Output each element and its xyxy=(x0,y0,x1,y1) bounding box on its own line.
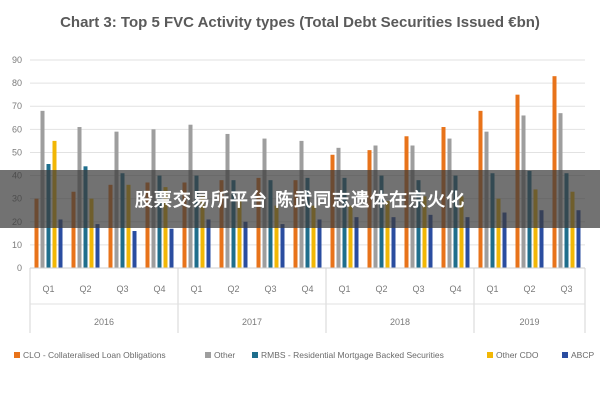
bar-3-10 xyxy=(422,196,427,268)
bar-3-1 xyxy=(89,198,94,268)
bar-3-5 xyxy=(237,200,242,268)
legend-label: CLO - Collateralised Loan Obligations xyxy=(23,350,166,360)
y-tick-label: 80 xyxy=(12,78,22,88)
x-tick-label: Q1 xyxy=(42,284,54,294)
bar-4-11 xyxy=(465,217,470,268)
x-tick-label: Q1 xyxy=(486,284,498,294)
legend-swatch xyxy=(487,352,493,358)
bar-4-6 xyxy=(280,224,285,268)
bar-3-13 xyxy=(533,189,538,268)
x-tick-label: Q2 xyxy=(523,284,535,294)
legend-swatch xyxy=(252,352,258,358)
x-tick-label: Q2 xyxy=(79,284,91,294)
bar-4-12 xyxy=(502,212,507,268)
year-label: 2019 xyxy=(519,317,539,327)
bar-0-0 xyxy=(34,198,39,268)
bar-3-7 xyxy=(311,205,316,268)
legend-label: ABCP xyxy=(571,350,594,360)
bar-3-8 xyxy=(348,205,353,268)
bar-4-13 xyxy=(539,210,544,268)
legend-label: RMBS - Residential Mortgage Backed Secur… xyxy=(261,350,444,360)
x-tick-label: Q4 xyxy=(153,284,165,294)
x-tick-label: Q1 xyxy=(338,284,350,294)
bar-0-1 xyxy=(71,191,76,268)
x-tick-label: Q2 xyxy=(227,284,239,294)
bar-4-14 xyxy=(576,210,581,268)
bar-3-4 xyxy=(200,196,205,268)
x-tick-label: Q4 xyxy=(449,284,461,294)
y-tick-label: 70 xyxy=(12,101,22,111)
bar-4-1 xyxy=(95,224,100,268)
overlay-text: 股票交易所平台 陈武同志遗体在京火化 xyxy=(134,190,466,211)
y-tick-label: 0 xyxy=(17,263,22,273)
x-tick-label: Q4 xyxy=(301,284,313,294)
bar-4-5 xyxy=(243,221,248,268)
bar-3-6 xyxy=(274,205,279,268)
year-label: 2018 xyxy=(390,317,410,327)
x-tick-label: Q3 xyxy=(264,284,276,294)
legend-label: Other CDO xyxy=(496,350,539,360)
bar-3-9 xyxy=(385,200,390,268)
bar-4-10 xyxy=(428,214,433,268)
x-tick-label: Q3 xyxy=(412,284,424,294)
y-tick-label: 60 xyxy=(12,124,22,134)
x-tick-label: Q3 xyxy=(560,284,572,294)
bar-4-2 xyxy=(132,231,137,268)
bar-4-4 xyxy=(206,219,211,268)
y-tick-label: 90 xyxy=(12,55,22,65)
year-label: 2017 xyxy=(242,317,262,327)
legend-swatch xyxy=(14,352,20,358)
y-tick-label: 50 xyxy=(12,147,22,157)
bar-4-9 xyxy=(391,217,396,268)
legend-label: Other xyxy=(214,350,235,360)
bar-3-11 xyxy=(459,196,464,268)
legend-layer: CLO - Collateralised Loan Obligations Oth… xyxy=(14,350,594,360)
x-tick-label: Q3 xyxy=(116,284,128,294)
x-tick-label: Q1 xyxy=(190,284,202,294)
bar-4-7 xyxy=(317,219,322,268)
bar-4-8 xyxy=(354,217,359,268)
bar-4-3 xyxy=(169,228,174,268)
overlay-banner: 股票交易所平台 陈武同志遗体在京火化 xyxy=(0,170,600,228)
bar-3-14 xyxy=(570,191,575,268)
y-tick-label: 10 xyxy=(12,240,22,250)
x-tick-label: Q2 xyxy=(375,284,387,294)
year-label: 2016 xyxy=(94,317,114,327)
legend-swatch xyxy=(205,352,211,358)
legend-swatch xyxy=(562,352,568,358)
bar-3-12 xyxy=(496,198,501,268)
chart-title: Chart 3: Top 5 FVC Activity types (Total… xyxy=(60,14,540,31)
bar-4-0 xyxy=(58,219,63,268)
